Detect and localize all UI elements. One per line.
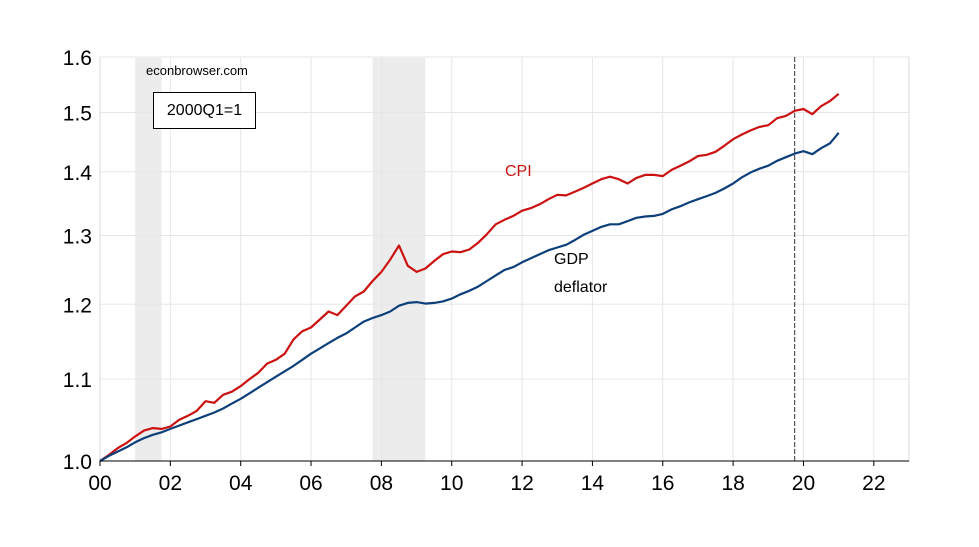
y-tick-label-3: 1.3: [63, 225, 92, 248]
x-tick-label-9: 18: [721, 472, 744, 495]
x-tick-label-0: 00: [88, 472, 111, 495]
x-tick-label-7: 14: [581, 472, 605, 495]
x-tick-label-8: 16: [651, 472, 674, 495]
x-tick-label-1: 02: [159, 472, 182, 495]
x-tick-label-4: 08: [370, 472, 393, 495]
y-tick-label-6: 1.6: [63, 47, 92, 70]
source-label: econbrowser.com: [146, 63, 248, 78]
series-lines: [99, 92, 840, 462]
y-tick-label-0: 1.0: [63, 451, 92, 474]
series-line-gdp-deflator: [99, 132, 840, 462]
series-label-cpi: CPI: [505, 163, 532, 181]
y-tick-label-2: 1.2: [63, 294, 92, 317]
x-tick-label-10: 20: [792, 472, 815, 495]
x-tick-label-5: 10: [440, 472, 463, 495]
x-axis-ticks: 00 02 04 06 08 10 12 14 16 18 20 22: [88, 460, 909, 495]
series-label-gdp-line1: GDP: [554, 251, 589, 268]
x-tick-label-6: 12: [510, 472, 533, 495]
y-tick-label-1: 1.1: [63, 369, 92, 392]
y-tick-label-5: 1.5: [63, 102, 92, 125]
y-axis-ticks: 1.0 1.1 1.2 1.3 1.4 1.5 1.6: [63, 47, 93, 474]
recession-shading: [135, 58, 426, 461]
y-tick-label-4: 1.4: [63, 162, 93, 185]
x-tick-label-11: 22: [862, 472, 885, 495]
x-tick-label-3: 06: [299, 472, 322, 495]
x-tick-label-2: 04: [229, 472, 253, 495]
base-period-note: 2000Q1=1: [153, 92, 256, 129]
recession-band-2: [372, 58, 426, 461]
series-line-cpi: [99, 92, 840, 462]
series-label-gdp-deflator: GDP deflator: [554, 246, 607, 302]
series-label-cpi-text: CPI: [505, 163, 532, 180]
series-label-gdp-line2: deflator: [554, 279, 608, 296]
